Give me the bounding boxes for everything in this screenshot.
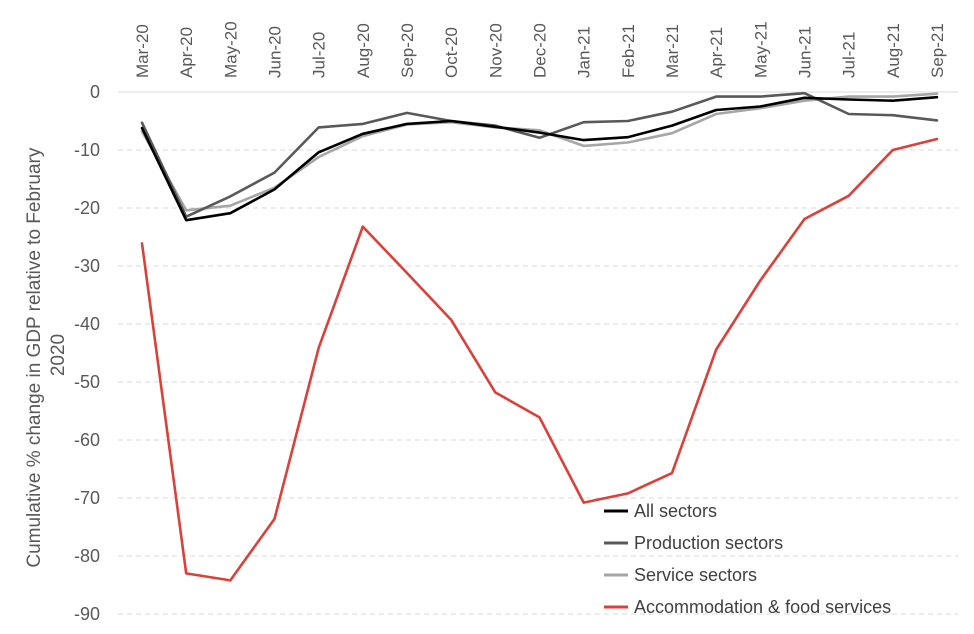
x-tick-label: Jun-20 bbox=[266, 26, 285, 78]
y-axis-tick-labels: 0 -10 -20 -30 -40 -50 -60 -70 -80 -90 bbox=[74, 82, 100, 624]
x-tick-label: Feb-21 bbox=[619, 24, 638, 78]
y-tick-label: -20 bbox=[74, 198, 100, 218]
legend-label: Service sectors bbox=[634, 565, 757, 585]
y-tick-label: -60 bbox=[74, 430, 100, 450]
gridlines bbox=[118, 91, 958, 615]
x-tick-label: Jul-21 bbox=[840, 32, 859, 78]
legend-label: All sectors bbox=[634, 501, 717, 521]
y-tick-label: -50 bbox=[74, 372, 100, 392]
series-lines bbox=[140, 91, 939, 582]
x-tick-label: Oct-20 bbox=[442, 27, 461, 78]
legend-label: Production sectors bbox=[634, 533, 783, 553]
y-tick-label: -10 bbox=[74, 140, 100, 160]
x-tick-label: Mar-20 bbox=[133, 24, 152, 78]
series-line-service-sectors bbox=[140, 92, 939, 212]
x-tick-label: Mar-21 bbox=[663, 24, 682, 78]
y-tick-label: 0 bbox=[90, 82, 100, 102]
legend-label: Accommodation & food services bbox=[634, 597, 891, 617]
x-tick-label: Aug-20 bbox=[354, 23, 373, 78]
x-tick-label: Dec-20 bbox=[531, 23, 550, 78]
x-tick-label: Aug-21 bbox=[884, 23, 903, 78]
series-line-production-sectors bbox=[140, 91, 939, 218]
y-tick-label: -70 bbox=[74, 488, 100, 508]
y-axis-label-line-2: 2020 bbox=[48, 334, 69, 376]
x-tick-label: May-20 bbox=[221, 21, 240, 78]
x-tick-label: Apr-20 bbox=[177, 27, 196, 78]
x-tick-label: Jul-20 bbox=[310, 32, 329, 78]
x-axis-tick-labels: Mar-20 Apr-20 May-20 Jun-20 Jul-20 Aug-20 Sep-… bbox=[133, 21, 947, 78]
series-line-accommodation-food-services bbox=[140, 137, 939, 582]
x-tick-label: May-21 bbox=[751, 21, 770, 78]
x-tick-label: Jun-21 bbox=[796, 26, 815, 78]
y-tick-label: -30 bbox=[74, 256, 100, 276]
x-tick-label: Jan-21 bbox=[575, 26, 594, 78]
y-tick-label: -90 bbox=[74, 604, 100, 624]
x-tick-label: Sep-21 bbox=[928, 23, 947, 78]
y-axis-label-line-1: Cumulative % change in GDP relative to F… bbox=[24, 147, 45, 567]
y-axis-label: Cumulative % change in GDP relative to F… bbox=[24, 142, 69, 567]
x-tick-label: Sep-20 bbox=[398, 23, 417, 78]
y-tick-label: -40 bbox=[74, 314, 100, 334]
legend: All sectors Production sectors Service sec… bbox=[604, 501, 891, 617]
y-tick-label: -80 bbox=[74, 546, 100, 566]
series-line-all-sectors bbox=[140, 95, 939, 222]
x-tick-label: Apr-21 bbox=[707, 27, 726, 78]
x-tick-label: Nov-20 bbox=[486, 23, 505, 78]
